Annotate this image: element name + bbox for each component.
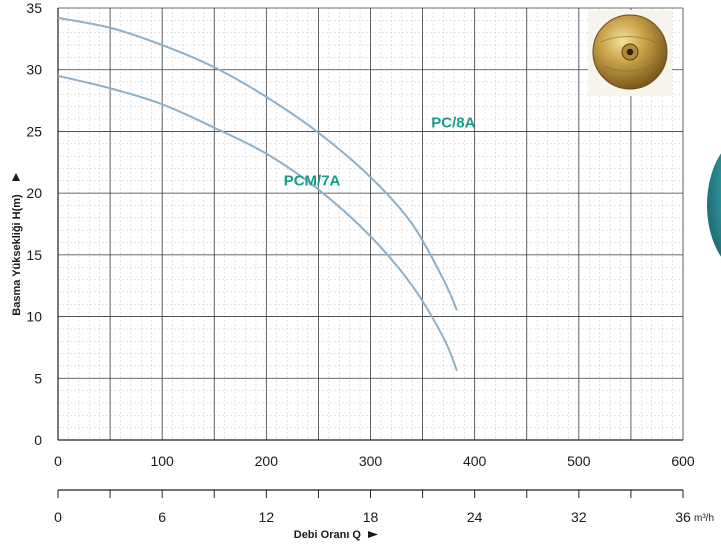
series-line-0	[57, 16, 458, 311]
secondary-x-tick-label: 32	[571, 509, 587, 525]
x-tick-label: 400	[463, 453, 487, 469]
impeller-image	[588, 10, 672, 96]
secondary-x-tick-label: 0	[54, 509, 62, 525]
y-tick-label: 20	[26, 185, 42, 201]
y-tick-label: 30	[26, 62, 42, 78]
y-tick-label: 10	[26, 309, 42, 325]
y-tick-label: 35	[26, 0, 42, 16]
secondary-x-tick-label: 12	[259, 509, 275, 525]
x-axis-title: Debi Oranı Q	[294, 529, 362, 541]
y-tick-label: 25	[26, 123, 42, 139]
secondary-x-unit: m³/h	[694, 513, 714, 524]
secondary-x-tick-label: 18	[363, 509, 379, 525]
x-tick-labels: 0 100 200 300 400 500 600	[54, 453, 695, 469]
y-tick-label: 15	[26, 247, 42, 263]
y-axis-arrow-icon	[12, 173, 20, 181]
x-tick-label: 300	[359, 453, 383, 469]
x-axis-arrow-icon	[368, 531, 378, 538]
secondary-x-tick-label: 6	[158, 509, 166, 525]
pump-body-image	[707, 153, 721, 257]
series-line-1	[57, 74, 458, 372]
x-tick-label: 0	[54, 453, 62, 469]
secondary-x-tick-label: 24	[467, 509, 483, 525]
y-tick-label: 0	[34, 432, 42, 448]
y-tick-labels: 0 5 10 15 20 25 30 35	[26, 0, 42, 448]
secondary-x-tick-label: 36	[675, 509, 691, 525]
series-label-0: PC/8A	[431, 115, 475, 132]
x-tick-label: 600	[671, 453, 695, 469]
series-labels: PC/8A PCM/7A	[284, 115, 476, 190]
x-tick-label: 500	[567, 453, 591, 469]
series-layer	[57, 16, 458, 372]
y-tick-label: 5	[34, 370, 42, 386]
x-tick-label: 100	[150, 453, 174, 469]
x-tick-label: 200	[255, 453, 279, 469]
series-label-1: PCM/7A	[284, 173, 341, 190]
y-axis-title: Basma Yüksekliği H(m)	[11, 194, 23, 316]
secondary-axis-ticks: 0 6 12 18 24 32 36	[54, 490, 691, 525]
